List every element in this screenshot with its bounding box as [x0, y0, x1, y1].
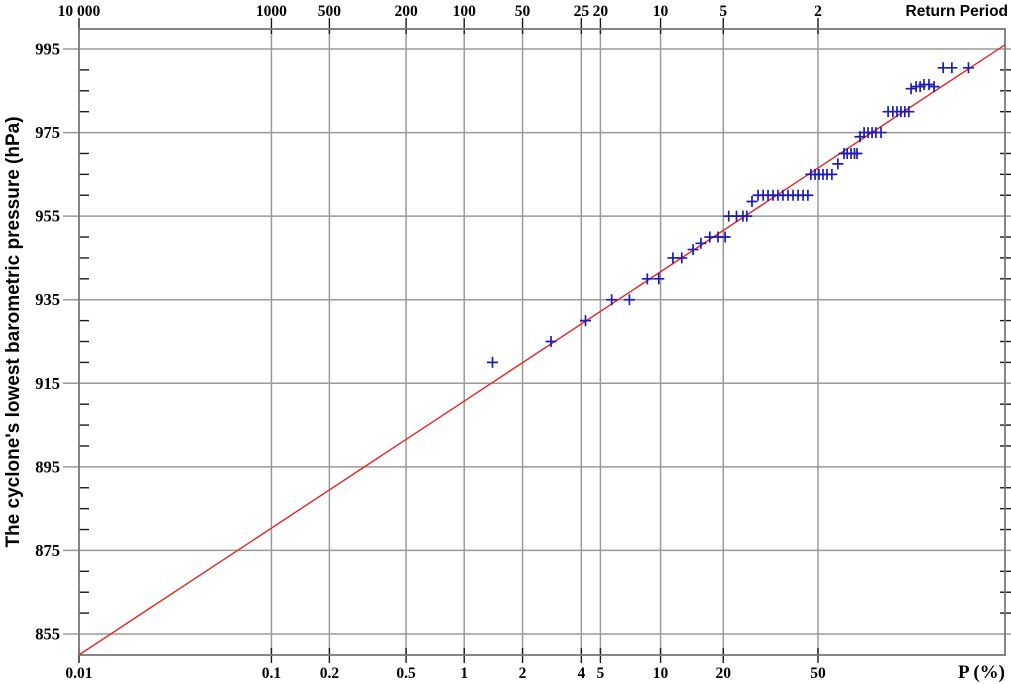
top-tick-label: 200: [394, 3, 418, 20]
x-tick-label: 0.1: [262, 665, 281, 682]
y-tick-label: 855: [35, 625, 60, 644]
x-tick-label: 10: [653, 665, 669, 682]
data-point-marker: [695, 237, 707, 249]
x-tick-label: 5: [597, 665, 605, 682]
y-tick-label: 915: [35, 374, 60, 393]
data-point-marker: [963, 62, 975, 74]
x-tick-label: 0.01: [65, 665, 92, 682]
x-tick-label: 2: [519, 665, 527, 682]
top-tick-label: 10 000: [58, 3, 101, 20]
data-point-marker: [641, 273, 653, 285]
data-point-marker: [676, 252, 688, 264]
top-tick-label: 100: [453, 3, 477, 20]
top-tick-label: 2: [814, 3, 822, 20]
data-point-marker: [946, 62, 958, 74]
x-tick-label: 0.5: [396, 665, 416, 682]
top-axis-title: Return Period: [906, 3, 1008, 20]
data-point-marker: [653, 273, 665, 285]
data-point-marker: [623, 294, 635, 306]
axis-ticks: [78, 18, 1011, 663]
gridlines: [63, 29, 1011, 655]
data-point-marker: [851, 147, 863, 159]
data-points: [486, 62, 975, 368]
data-point-marker: [606, 294, 618, 306]
top-tick-label: 1000: [256, 3, 287, 20]
top-tick-label: 5: [719, 3, 727, 20]
top-tick-label: 500: [318, 3, 342, 20]
data-point-marker: [832, 158, 844, 170]
data-point-marker: [545, 336, 557, 348]
fit-line: [78, 44, 1006, 656]
data-point-marker: [875, 127, 887, 139]
y-tick-label: 975: [35, 123, 60, 142]
top-tick-label: 50: [515, 3, 531, 20]
top-tick-label: 25: [574, 3, 590, 20]
data-point-marker: [746, 196, 758, 208]
data-point-marker: [486, 356, 498, 368]
top-tick-label: 10: [653, 3, 669, 20]
y-tick-label: 895: [35, 457, 60, 476]
data-point-marker: [826, 168, 838, 180]
x-tick-label: 0.2: [320, 665, 340, 682]
x-tick-label: 1: [460, 665, 468, 682]
top-tick-label: 20: [593, 3, 609, 20]
plot-border: [78, 28, 1006, 656]
data-point-marker: [802, 189, 814, 201]
x-tick-label: 50: [810, 665, 826, 682]
data-point-marker: [905, 83, 917, 95]
data-point-marker: [579, 315, 591, 327]
x-axis-title: P (%): [958, 662, 1005, 683]
x-tick-label: 20: [716, 665, 732, 682]
data-point-marker: [741, 210, 753, 222]
data-point-marker: [923, 79, 935, 91]
data-point-marker: [903, 106, 915, 118]
data-point-marker: [928, 81, 940, 93]
data-point-marker: [719, 231, 731, 243]
y-tick-label: 875: [35, 541, 60, 560]
y-axis-title: The cyclone's lowest barometric pressure…: [3, 116, 24, 547]
y-tick-label: 935: [35, 290, 60, 309]
x-tick-label: 4: [577, 665, 585, 682]
data-point-marker: [687, 244, 699, 256]
y-tick-label: 955: [35, 207, 60, 226]
y-tick-label: 995: [35, 40, 60, 59]
